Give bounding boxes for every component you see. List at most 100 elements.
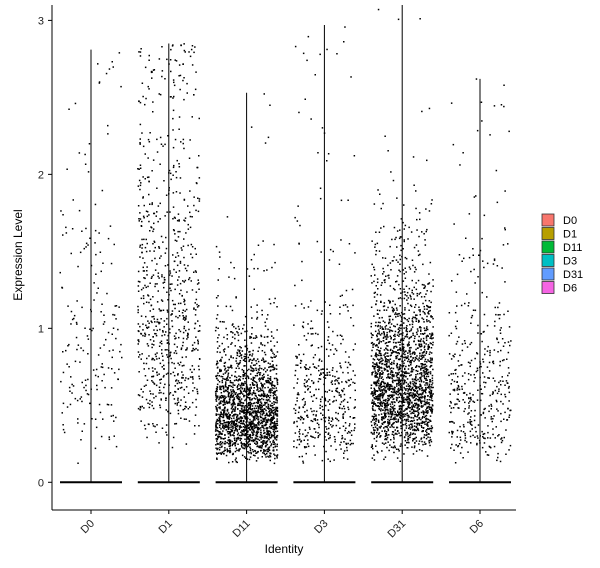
data-point	[393, 334, 395, 337]
data-point	[395, 396, 398, 399]
data-point	[247, 431, 249, 433]
data-point	[267, 381, 269, 384]
data-point	[263, 392, 265, 394]
data-point	[244, 424, 246, 427]
data-point	[276, 329, 278, 331]
data-point	[171, 320, 173, 322]
data-point	[322, 372, 324, 374]
data-point	[138, 356, 140, 358]
data-point	[386, 383, 389, 386]
data-point	[318, 359, 320, 362]
data-point	[325, 450, 327, 453]
data-point	[384, 135, 386, 137]
data-point	[399, 379, 402, 382]
data-point	[262, 410, 264, 413]
data-point	[392, 351, 395, 353]
data-point	[429, 357, 432, 359]
data-point	[139, 55, 142, 57]
data-point	[160, 299, 163, 301]
data-point	[310, 419, 312, 422]
data-point	[220, 358, 222, 361]
data-point	[196, 392, 199, 395]
data-point	[400, 311, 403, 314]
data-point	[189, 406, 191, 408]
data-point	[243, 430, 245, 432]
data-point	[270, 422, 272, 424]
data-point	[274, 397, 276, 399]
data-point	[237, 396, 239, 399]
data-point	[183, 77, 185, 79]
data-point	[239, 379, 241, 381]
data-point	[168, 169, 171, 172]
data-point	[227, 430, 229, 433]
data-point	[258, 421, 260, 423]
data-point	[177, 279, 179, 281]
data-point	[370, 322, 373, 325]
data-point	[257, 387, 259, 389]
data-point	[269, 459, 271, 462]
data-point	[216, 404, 219, 406]
data-point	[296, 397, 298, 399]
data-point	[338, 406, 341, 409]
data-point	[413, 351, 415, 353]
data-point	[302, 433, 304, 435]
data-point	[237, 334, 240, 336]
data-point	[400, 387, 402, 389]
data-point	[242, 443, 244, 445]
data-point	[396, 374, 398, 376]
data-point	[415, 348, 417, 351]
data-point	[139, 164, 142, 166]
data-point	[264, 445, 267, 448]
data-point	[388, 398, 390, 400]
data-point	[262, 384, 264, 387]
data-point	[431, 379, 434, 382]
data-point	[234, 371, 237, 373]
data-point	[253, 402, 256, 404]
data-point	[113, 314, 116, 316]
data-point	[417, 404, 419, 407]
data-point	[160, 318, 162, 320]
data-point	[158, 308, 160, 310]
data-point	[218, 381, 221, 383]
data-point	[162, 392, 165, 395]
data-point	[237, 424, 239, 427]
data-point	[189, 376, 192, 378]
data-point	[411, 359, 414, 361]
data-point	[377, 398, 379, 401]
data-point	[233, 415, 235, 417]
data-point	[191, 45, 194, 47]
data-point	[388, 384, 391, 386]
data-point	[387, 428, 389, 430]
data-point	[243, 412, 245, 415]
data-point	[378, 231, 381, 233]
series-D3-points	[293, 26, 356, 484]
data-point	[391, 373, 394, 376]
data-point	[305, 339, 308, 341]
data-point	[97, 287, 99, 289]
data-point	[413, 399, 416, 402]
data-point	[310, 407, 312, 410]
data-point	[415, 436, 417, 439]
data-point	[227, 402, 229, 404]
data-point	[274, 427, 276, 430]
data-point	[87, 171, 90, 173]
data-point	[376, 309, 379, 311]
data-point	[230, 422, 233, 425]
data-point	[68, 366, 70, 368]
data-point	[262, 395, 265, 398]
data-point	[228, 422, 230, 425]
data-point	[228, 395, 230, 398]
data-point	[307, 445, 310, 448]
data-point	[427, 436, 429, 438]
data-point	[253, 384, 256, 386]
data-point	[405, 350, 407, 353]
data-point	[295, 446, 298, 449]
data-point	[272, 416, 275, 418]
data-point	[178, 166, 181, 168]
data-point	[413, 425, 416, 427]
data-point	[169, 351, 172, 354]
data-point	[298, 407, 301, 409]
data-point	[228, 425, 230, 427]
data-point	[384, 400, 387, 402]
data-point	[392, 388, 394, 391]
